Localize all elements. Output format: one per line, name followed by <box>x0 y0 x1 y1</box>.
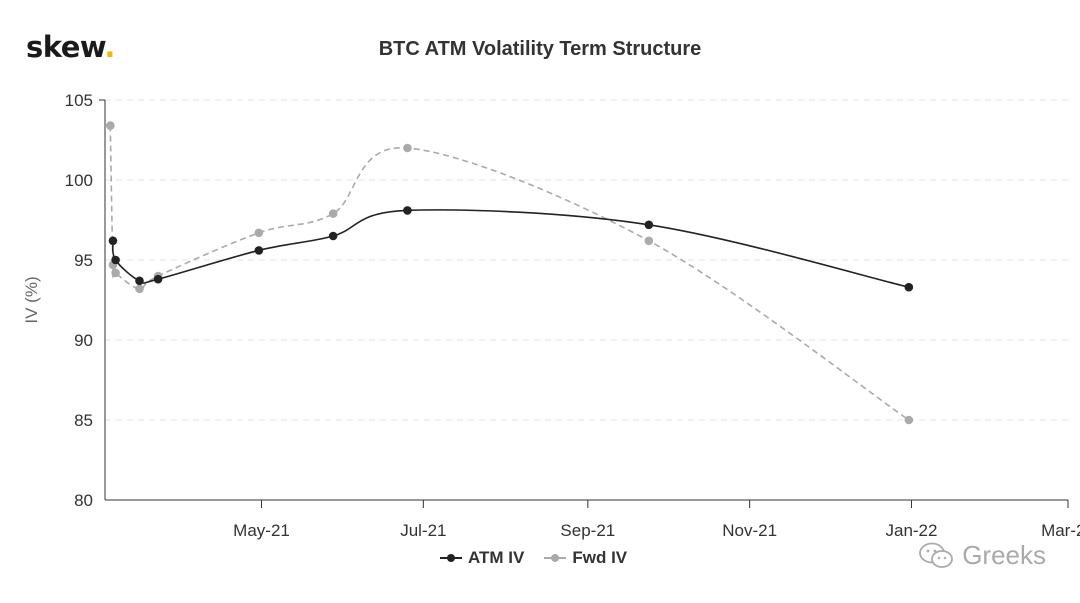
legend-swatch-fwd <box>544 554 567 562</box>
series-lines <box>109 125 910 421</box>
x-tick-label: Mar-22 <box>1041 521 1080 540</box>
logo-text: skew <box>26 30 105 64</box>
grid-lines <box>105 99 1068 421</box>
data-point-fwd <box>644 236 654 246</box>
watermark-text: Greeks <box>962 540 1046 570</box>
data-point-fwd <box>135 284 144 294</box>
x-tick-label: Nov-21 <box>722 521 777 540</box>
legend-label-atm: ATM IV <box>468 548 525 567</box>
data-point-fwd <box>111 268 120 278</box>
x-tick-label: Jul-21 <box>400 521 446 540</box>
y-tick-label: 80 <box>74 491 93 510</box>
data-point-atm <box>254 246 264 255</box>
legend-label-fwd: Fwd IV <box>572 548 628 567</box>
data-point-atm <box>108 236 118 246</box>
y-tick-label: 100 <box>65 171 93 190</box>
watermark: Greeks <box>918 540 1046 571</box>
y-tick-label: 95 <box>74 251 93 270</box>
x-tick-label: May-21 <box>233 521 290 540</box>
chart-title: BTC ATM Volatility Term Structure <box>378 38 702 60</box>
data-point-atm <box>328 231 338 241</box>
y-tick-label: 90 <box>74 331 93 350</box>
y-tick-label: 85 <box>74 411 93 430</box>
data-point-atm <box>904 282 914 292</box>
y-tick-label: 105 <box>65 91 93 110</box>
tick-labels: 80 85 90 95 100 105 May-21 Jul-21 Sep-21 Nov-21 Ja… <box>65 91 1080 540</box>
series-line-atm <box>111 209 910 288</box>
data-point-atm <box>403 206 412 215</box>
legend-swatch-atm <box>440 554 462 562</box>
legend: ATM IV Fwd IV <box>440 548 627 568</box>
data-point-fwd <box>403 143 412 153</box>
data-point-atm <box>111 255 120 265</box>
legend-item-fwd[interactable]: Fwd IV <box>544 548 627 568</box>
data-point-fwd <box>328 209 338 218</box>
x-tick-label: Jan-22 <box>885 521 937 540</box>
data-point-fwd <box>904 415 914 425</box>
skew-logo: skew. <box>26 30 115 64</box>
legend-item-atm[interactable]: ATM IV <box>440 548 524 568</box>
data-point-atm <box>153 274 163 284</box>
series-line-fwd <box>109 125 910 421</box>
wechat-icon <box>919 542 954 568</box>
axes <box>99 99 1069 508</box>
x-tick-label: Sep-21 <box>560 521 615 540</box>
data-point-fwd <box>254 228 264 238</box>
data-point-fwd <box>106 121 115 130</box>
series-points <box>106 121 914 425</box>
logo-dot: . <box>104 30 115 64</box>
data-point-atm <box>135 276 144 286</box>
data-point-atm <box>644 220 654 230</box>
